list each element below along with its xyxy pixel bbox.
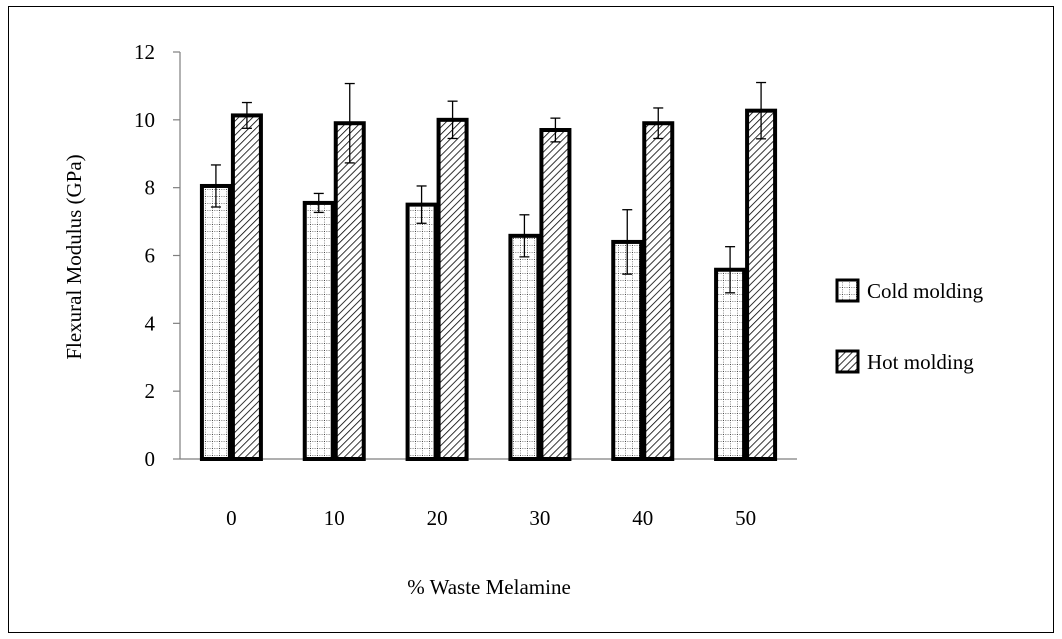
bar-cold-10 bbox=[302, 200, 335, 461]
y-tick-label: 4 bbox=[145, 311, 156, 335]
bar-cold-40 bbox=[611, 239, 644, 461]
legend-label-hot: Hot molding bbox=[867, 350, 974, 374]
bar-hot-10 bbox=[333, 121, 366, 461]
x-tick-label: 20 bbox=[427, 506, 448, 530]
error-bar bbox=[241, 101, 252, 129]
legend-swatch-hot bbox=[835, 349, 860, 374]
error-bar bbox=[725, 246, 736, 294]
chart-frame: 0 2 4 6 8 10 12 0 10 20 30 40 50 Flexural Modulus (G… bbox=[8, 6, 1054, 633]
error-bar bbox=[653, 107, 664, 140]
legend-swatch-cold bbox=[835, 278, 860, 303]
x-tick-label: 40 bbox=[632, 506, 653, 530]
x-axis-label: % Waste Melamine bbox=[407, 575, 571, 599]
x-tick-label: 0 bbox=[226, 506, 237, 530]
y-tick-label: 12 bbox=[134, 40, 155, 64]
bar-cold-30 bbox=[508, 233, 541, 461]
error-bar bbox=[622, 209, 633, 275]
y-tick-label: 10 bbox=[134, 108, 155, 132]
bar-hot-0 bbox=[230, 113, 263, 461]
error-bar bbox=[756, 81, 767, 140]
y-tick-label: 2 bbox=[145, 379, 156, 403]
y-tick-label: 0 bbox=[145, 447, 156, 471]
bar-hot-20 bbox=[436, 117, 469, 461]
x-tick-label: 10 bbox=[324, 506, 345, 530]
legend-label-cold: Cold molding bbox=[867, 279, 984, 303]
bar-cold-20 bbox=[405, 202, 438, 461]
x-tick-label: 50 bbox=[735, 506, 756, 530]
error-bar bbox=[313, 192, 324, 214]
legend: Cold molding Hot molding bbox=[835, 278, 984, 374]
bar-hot-30 bbox=[539, 128, 572, 461]
error-bar bbox=[344, 82, 355, 164]
bar-cold-50 bbox=[714, 267, 747, 461]
error-bar bbox=[519, 214, 530, 258]
y-axis-label: Flexural Modulus (GPa) bbox=[62, 154, 86, 359]
bar-hot-40 bbox=[642, 121, 675, 461]
error-bar bbox=[550, 117, 561, 143]
bar-hot-50 bbox=[745, 108, 778, 461]
bar-chart: 0 2 4 6 8 10 12 0 10 20 30 40 50 Flexural Modulus (G… bbox=[62, 40, 984, 599]
error-bar bbox=[210, 164, 221, 208]
x-tick-label: 30 bbox=[529, 506, 550, 530]
y-tick-label: 6 bbox=[145, 244, 156, 268]
error-bar bbox=[447, 100, 458, 140]
bar-cold-0 bbox=[199, 183, 232, 462]
y-tick-label: 8 bbox=[145, 176, 156, 200]
error-bar bbox=[416, 185, 427, 224]
